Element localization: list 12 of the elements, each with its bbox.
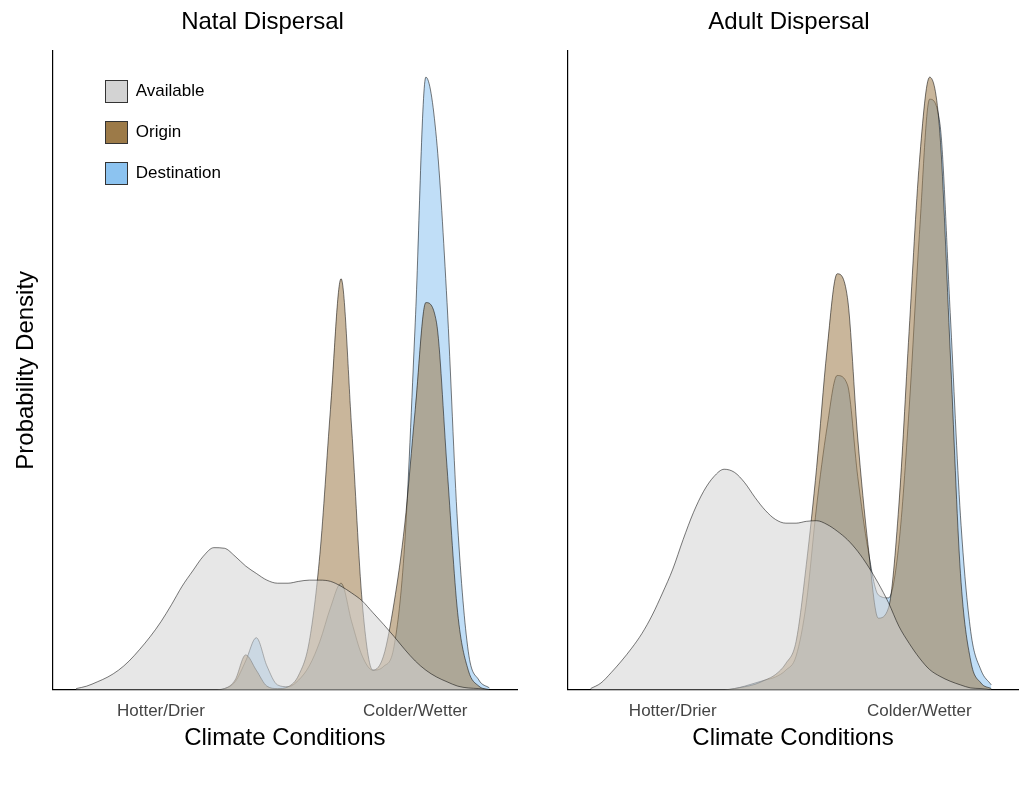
legend-label: Destination: [135, 163, 221, 184]
y-axis-title: Probability Density: [11, 270, 39, 470]
x-axis-title: Climate Conditions: [692, 723, 894, 751]
x-tick-label: Colder/Wetter: [867, 700, 972, 720]
chart-title: Natal Dispersal: [181, 7, 344, 35]
x-axis-title: Climate Conditions: [184, 723, 386, 751]
x-tick-label: Hotter/Drier: [116, 700, 206, 720]
x-tick-label: Hotter/Drier: [628, 700, 718, 720]
chart-title: Adult Dispersal: [708, 7, 870, 35]
legend-label: Available: [135, 81, 205, 102]
legend-label: Origin: [135, 122, 182, 143]
x-tick-label: Colder/Wetter: [362, 700, 468, 720]
